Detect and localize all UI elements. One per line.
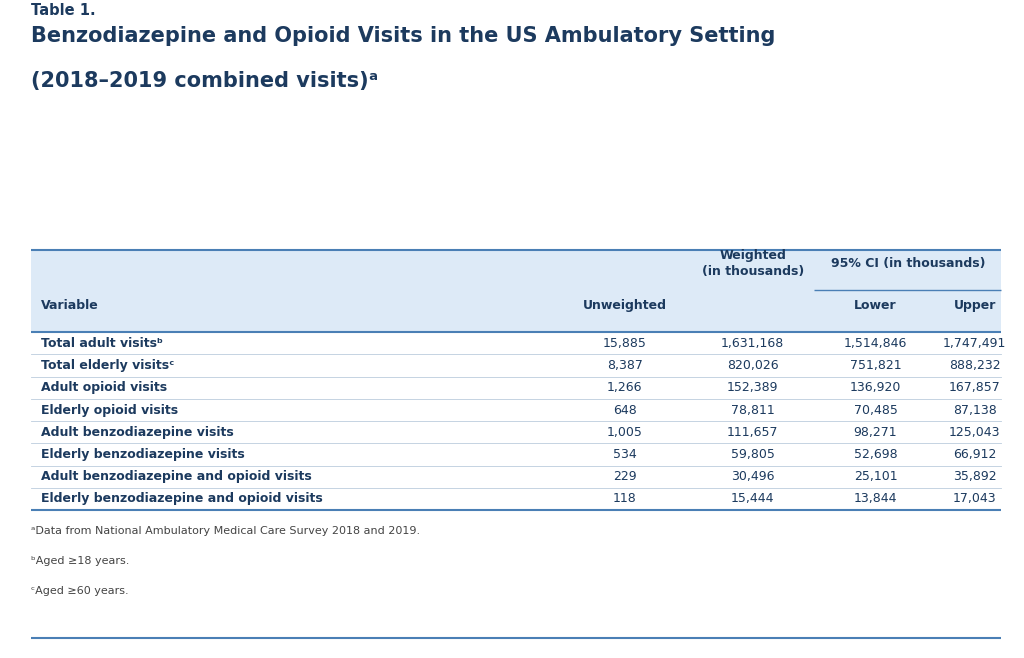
Text: ᵃData from National Ambulatory Medical Care Survey 2018 and 2019.: ᵃData from National Ambulatory Medical C… [31, 526, 420, 536]
Text: 1,005: 1,005 [606, 426, 643, 439]
Text: 17,043: 17,043 [953, 492, 996, 505]
Text: 66,912: 66,912 [953, 448, 996, 461]
Text: Total adult visitsᵇ: Total adult visitsᵇ [41, 337, 163, 350]
Text: 1,266: 1,266 [607, 381, 642, 394]
Text: 52,698: 52,698 [854, 448, 897, 461]
Text: Weighted
(in thousands): Weighted (in thousands) [701, 249, 804, 278]
Text: Adult opioid visits: Adult opioid visits [41, 381, 167, 394]
Text: 111,657: 111,657 [727, 426, 778, 439]
Text: Total elderly visitsᶜ: Total elderly visitsᶜ [41, 359, 174, 372]
Text: 87,138: 87,138 [953, 403, 996, 417]
Text: 30,496: 30,496 [731, 470, 774, 483]
Text: Benzodiazepine and Opioid Visits in the US Ambulatory Setting: Benzodiazepine and Opioid Visits in the … [31, 26, 775, 46]
Text: Adult benzodiazepine and opioid visits: Adult benzodiazepine and opioid visits [41, 470, 311, 483]
Text: 70,485: 70,485 [854, 403, 897, 417]
Text: 1,514,846: 1,514,846 [844, 337, 907, 350]
Text: 25,101: 25,101 [854, 470, 897, 483]
Text: Lower: Lower [854, 299, 897, 312]
Text: (2018–2019 combined visits)ᵃ: (2018–2019 combined visits)ᵃ [31, 71, 378, 91]
Text: Elderly benzodiazepine and opioid visits: Elderly benzodiazepine and opioid visits [41, 492, 323, 505]
Text: 15,444: 15,444 [731, 492, 774, 505]
Text: Unweighted: Unweighted [583, 299, 667, 312]
Text: ᵇAged ≥18 years.: ᵇAged ≥18 years. [31, 556, 129, 566]
Text: 888,232: 888,232 [949, 359, 1000, 372]
Text: 229: 229 [612, 470, 637, 483]
Text: 648: 648 [612, 403, 637, 417]
Bar [31, 250, 1001, 332]
Text: 13,844: 13,844 [854, 492, 897, 505]
Text: 15,885: 15,885 [603, 337, 646, 350]
Text: 98,271: 98,271 [854, 426, 897, 439]
Text: 95% CI (in thousands): 95% CI (in thousands) [830, 257, 985, 270]
Text: 534: 534 [612, 448, 637, 461]
Text: Upper: Upper [953, 299, 996, 312]
Text: 167,857: 167,857 [949, 381, 1000, 394]
Text: Table 1.: Table 1. [31, 3, 95, 18]
Text: 78,811: 78,811 [731, 403, 774, 417]
Text: 125,043: 125,043 [949, 426, 1000, 439]
Text: ᶜAged ≥60 years.: ᶜAged ≥60 years. [31, 586, 128, 595]
Text: 820,026: 820,026 [727, 359, 778, 372]
Text: 1,747,491: 1,747,491 [943, 337, 1007, 350]
Bar [31, 332, 1001, 510]
Text: 59,805: 59,805 [731, 448, 774, 461]
Text: Variable: Variable [41, 299, 98, 312]
Text: 35,892: 35,892 [953, 470, 996, 483]
Text: 1,631,168: 1,631,168 [721, 337, 784, 350]
Text: 152,389: 152,389 [727, 381, 778, 394]
Text: 751,821: 751,821 [850, 359, 901, 372]
Text: Elderly opioid visits: Elderly opioid visits [41, 403, 178, 417]
Text: 136,920: 136,920 [850, 381, 901, 394]
Text: 8,387: 8,387 [606, 359, 643, 372]
Text: 118: 118 [612, 492, 637, 505]
Text: Elderly benzodiazepine visits: Elderly benzodiazepine visits [41, 448, 245, 461]
Text: Adult benzodiazepine visits: Adult benzodiazepine visits [41, 426, 233, 439]
